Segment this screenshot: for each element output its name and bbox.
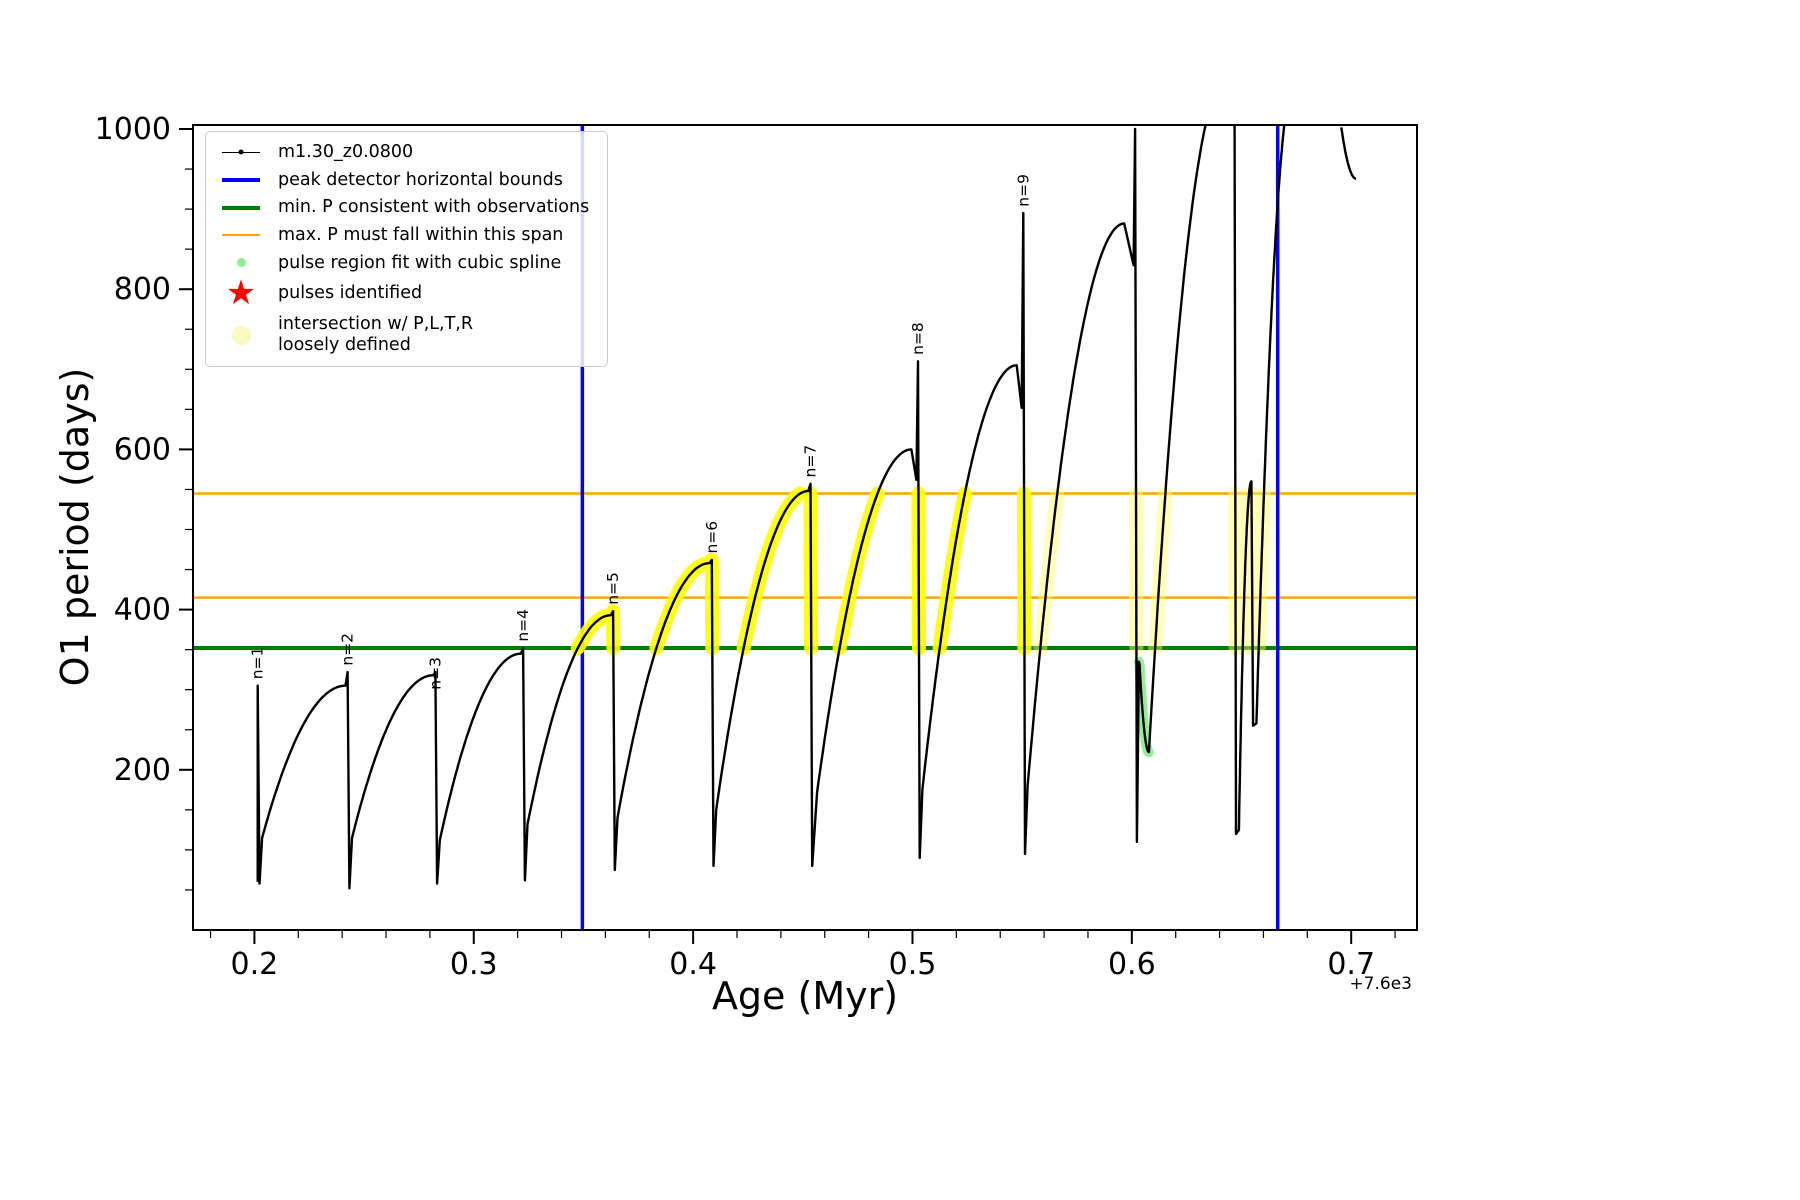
star-icon: ★ <box>225 273 257 314</box>
legend-label: peak detector horizontal bounds <box>278 169 563 190</box>
pulse-label: n=5 <box>604 572 622 605</box>
x-tick-label: 0.4 <box>669 947 717 982</box>
dot-marker-icon <box>218 325 264 345</box>
pulse-label: n=7 <box>801 445 819 478</box>
pulse-label: n=9 <box>1014 174 1032 207</box>
pulse-label: n=1 <box>249 647 267 680</box>
pulse-label: n=3 <box>426 657 444 690</box>
period-evolution-curve <box>256 125 1357 890</box>
plot-frame <box>192 124 1418 931</box>
legend-label: max. P must fall within this span <box>278 224 564 245</box>
x-tick-label: 0.6 <box>1108 947 1156 982</box>
legend-label: m1.30_z0.0800 <box>278 142 414 162</box>
legend-label: intersection w/ P,L,T,R loosely defined <box>278 314 473 356</box>
axes: 0.2 0.3 0.4 0.5 0.6 0.7 200 400 600 800 1000 <box>95 112 1418 982</box>
y-tick-label: 600 <box>114 432 171 467</box>
y-tick-label: 800 <box>114 272 171 307</box>
pulse-label: n=4 <box>514 609 532 642</box>
x-axis-label: Age (Myr) <box>711 974 899 1018</box>
x-tick-label: 0.3 <box>450 947 498 982</box>
legend-label: min. P consistent with observations <box>278 197 590 218</box>
dot-marker-icon <box>218 258 264 268</box>
intersection-highlight <box>1033 486 1271 655</box>
legend-item-2: min. P consistent with observations <box>218 197 589 218</box>
legend-item-4: pulse region fit with cubic spline <box>218 253 589 274</box>
intersection-highlight <box>570 486 1032 655</box>
line-with-marker-icon <box>218 149 264 155</box>
y-tick-label: 400 <box>114 593 171 628</box>
legend-item-1: peak detector horizontal bounds <box>218 170 589 191</box>
line-sample-icon <box>218 234 264 237</box>
pulse-label: n=6 <box>703 521 721 554</box>
line-sample-icon <box>218 177 264 182</box>
legend-item-3: max. P must fall within this span <box>218 225 589 246</box>
legend-item-6: intersection w/ P,L,T,R loosely defined <box>218 314 589 355</box>
legend-item-0: m1.30_z0.0800 <box>218 142 589 163</box>
curve-subpath <box>1340 127 1357 180</box>
line-sample-icon <box>218 205 264 210</box>
highlight-overlays <box>570 486 1271 758</box>
legend-label: pulse region fit with cubic spline <box>278 252 562 273</box>
x-tick-label: 0.2 <box>231 947 279 982</box>
x-axis-offset-label: +7.6e3 <box>1349 974 1412 994</box>
pulse-label: n=2 <box>339 633 357 666</box>
curve-subpath <box>256 125 1286 890</box>
x-tick-label: 0.5 <box>889 947 937 982</box>
x-tick-label: 0.7 <box>1327 947 1375 982</box>
legend-label: pulses identified <box>278 283 423 304</box>
pulse-label: n=8 <box>909 322 927 355</box>
y-tick-label: 200 <box>114 753 171 788</box>
y-tick-label: 1000 <box>95 112 171 147</box>
legend-item-5: ★ pulses identified <box>218 273 589 314</box>
pulse-number-labels: n=1 n=2 n=3 n=4 n=5 n=6 n=7 n=8 n=9 <box>249 174 1033 690</box>
y-axis-label: O1 period (days) <box>53 367 97 687</box>
